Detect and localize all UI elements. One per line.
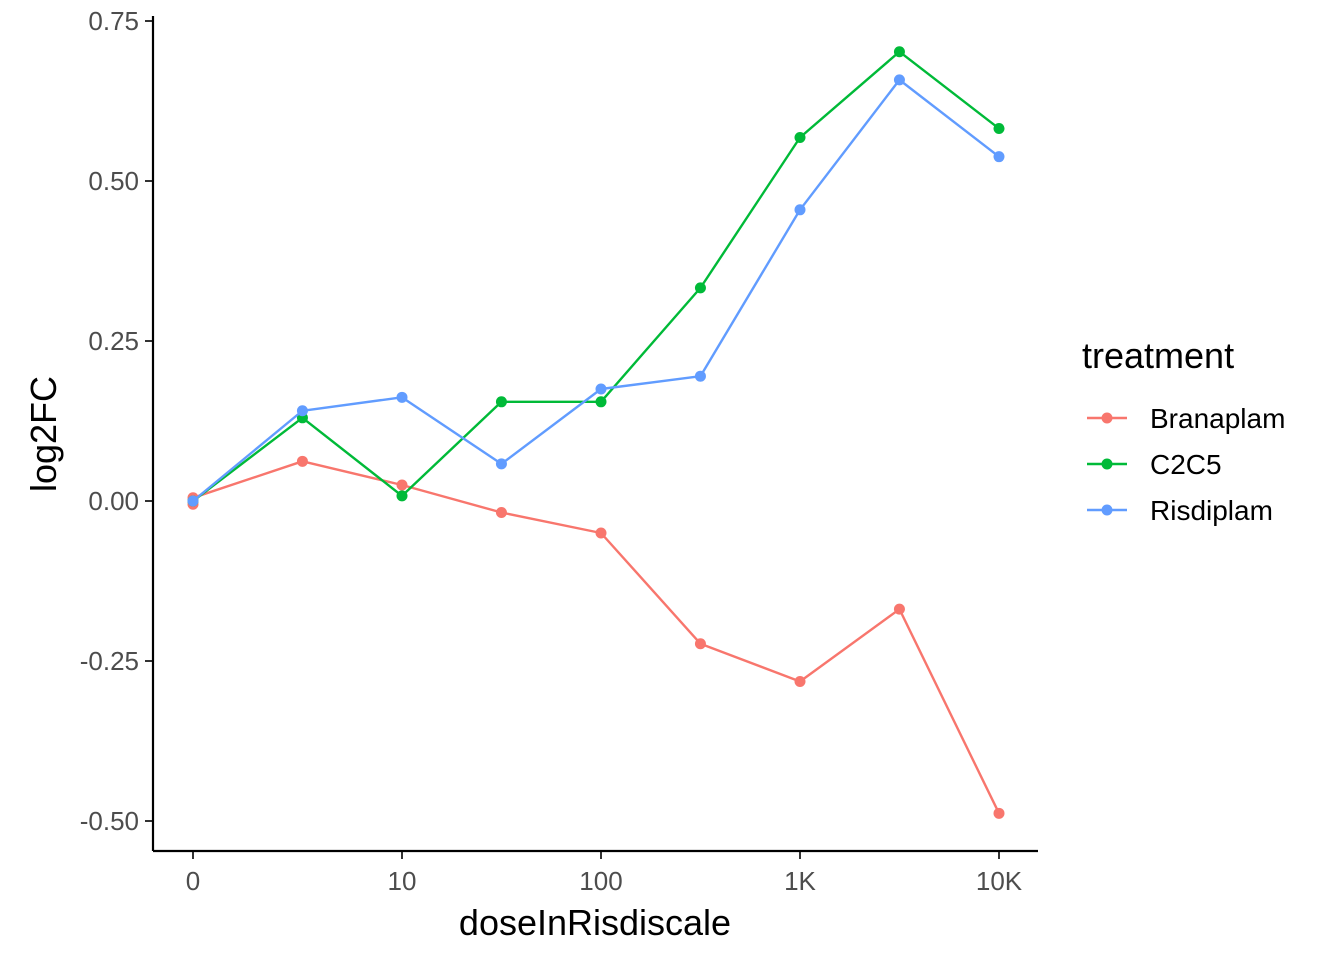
series-line-branaplam xyxy=(192,460,1001,814)
data-point-branaplam xyxy=(396,479,408,491)
series-line-risdiplam xyxy=(192,78,1000,502)
x-tick-label: 0 xyxy=(186,866,200,896)
data-point-branaplam xyxy=(893,603,905,615)
data-point-branaplam xyxy=(296,455,308,467)
legend-label-c2c5: C2C5 xyxy=(1150,449,1222,480)
data-point-branaplam xyxy=(595,527,607,539)
legend-key-point-risdiplam xyxy=(1101,504,1113,516)
x-tick-label: 1K xyxy=(784,866,816,896)
y-tick-label: -0.50 xyxy=(80,806,139,836)
series-line-c2c5 xyxy=(192,50,1000,502)
y-tick-label: 0.75 xyxy=(88,6,139,36)
x-tick-label: 100 xyxy=(579,866,622,896)
x-tick-label: 10K xyxy=(976,866,1023,896)
data-point-branaplam xyxy=(993,807,1005,819)
data-point-risdiplam xyxy=(993,151,1005,163)
x-axis-title: doseInRisdiscale xyxy=(459,902,731,943)
data-point-risdiplam xyxy=(694,370,706,382)
y-tick-label: 0.25 xyxy=(88,326,139,356)
data-point-risdiplam xyxy=(495,458,507,470)
data-point-c2c5 xyxy=(396,490,408,502)
y-axis-title: log2FC xyxy=(23,376,64,492)
y-tick-label: 0.00 xyxy=(88,486,139,516)
data-point-risdiplam xyxy=(396,391,408,403)
legend: treatment Branaplam C2C5 Risdiplam xyxy=(1082,335,1285,526)
legend-label-branaplam: Branaplam xyxy=(1150,403,1285,434)
y-axis-ticks: 0.75 0.50 0.25 0.00 -0.25 -0.50 xyxy=(80,6,153,836)
data-point-risdiplam xyxy=(794,204,806,216)
data-point-risdiplam xyxy=(296,405,308,417)
y-tick-label: 0.50 xyxy=(88,166,139,196)
legend-key-point-c2c5 xyxy=(1101,458,1113,470)
data-point-c2c5 xyxy=(893,46,905,58)
y-tick-label: -0.25 xyxy=(80,646,139,676)
legend-title: treatment xyxy=(1082,335,1234,376)
data-point-c2c5 xyxy=(495,396,507,408)
legend-key-point-branaplam xyxy=(1101,412,1113,424)
data-point-branaplam xyxy=(694,638,706,650)
data-point-c2c5 xyxy=(694,282,706,294)
legend-label-risdiplam: Risdiplam xyxy=(1150,495,1273,526)
data-point-risdiplam xyxy=(187,495,199,507)
series-layer xyxy=(187,46,1005,819)
data-point-c2c5 xyxy=(595,396,607,408)
data-point-risdiplam xyxy=(893,74,905,86)
data-point-c2c5 xyxy=(794,131,806,143)
data-point-branaplam xyxy=(794,675,806,687)
x-tick-label: 10 xyxy=(388,866,417,896)
x-axis-ticks: 0 10 100 1K 10K xyxy=(186,851,1023,896)
data-point-c2c5 xyxy=(993,123,1005,135)
data-point-branaplam xyxy=(495,507,507,519)
data-point-risdiplam xyxy=(595,383,607,395)
